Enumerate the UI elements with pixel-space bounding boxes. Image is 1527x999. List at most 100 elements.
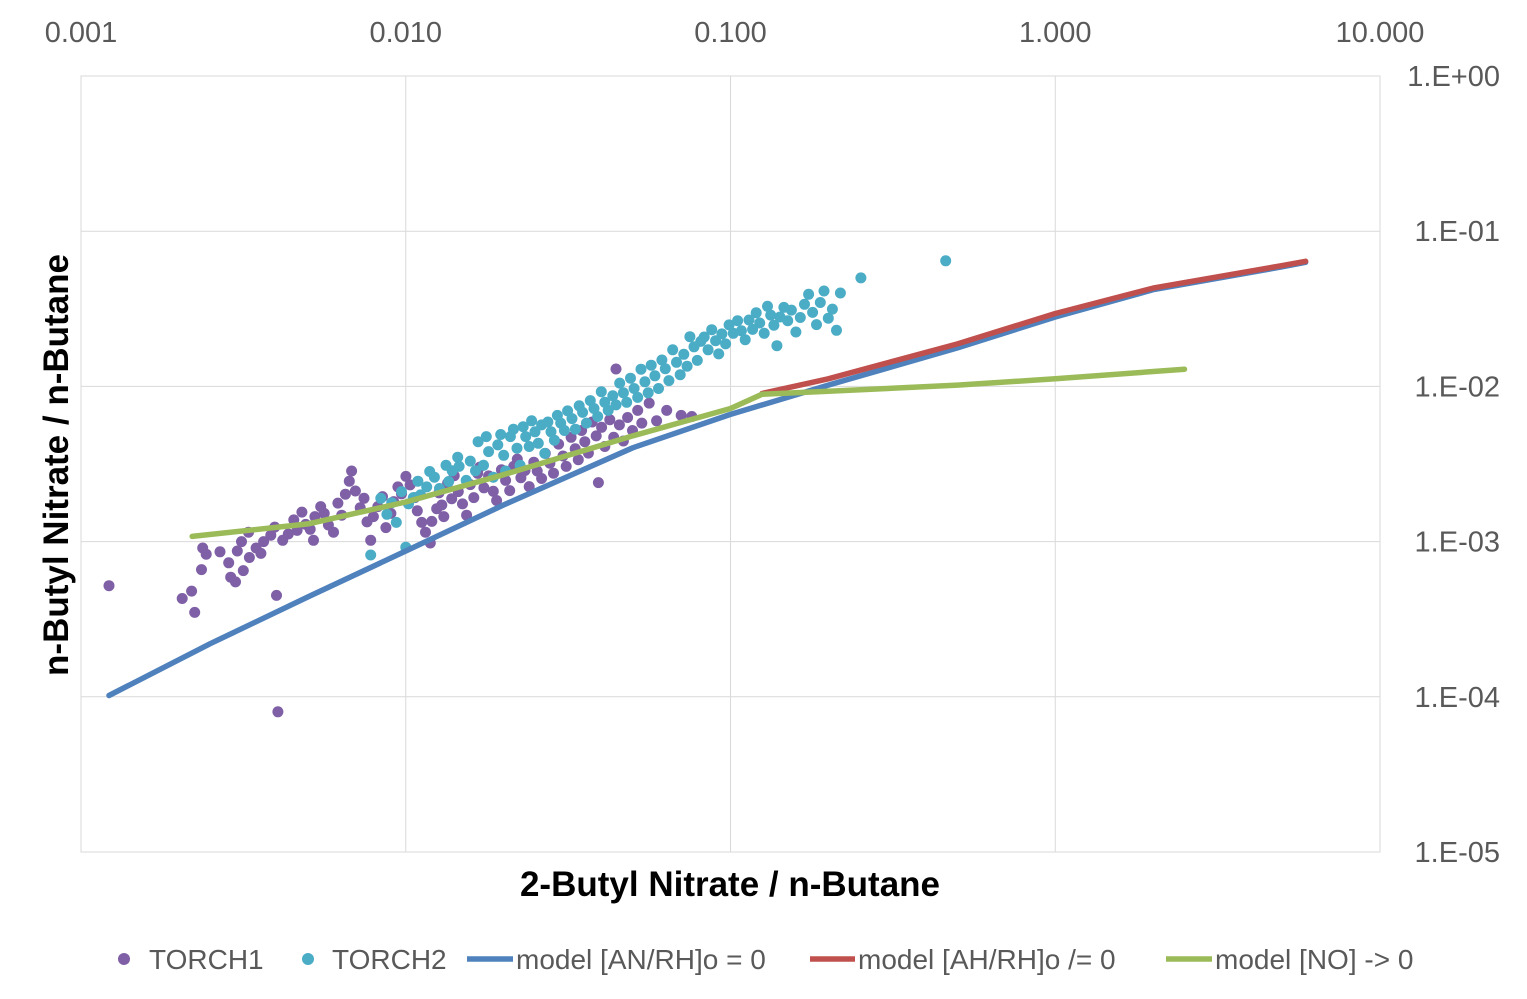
x-tick-label: 0.001 [45,17,118,49]
data-point [230,576,241,588]
gridlines [80,75,1381,853]
data-point [572,454,584,466]
data-point [659,363,671,375]
data-point [632,391,644,403]
data-point [758,327,770,339]
data-point [453,460,465,472]
data-point [548,467,559,479]
data-point [282,528,294,540]
data-point [790,326,802,338]
data-point [684,331,696,343]
data-point [231,545,243,557]
data-point [622,412,634,423]
data-point [517,421,529,433]
data-point [826,303,838,315]
data-point [436,499,448,511]
data-point [308,534,319,546]
data-point [674,369,686,381]
data-point [855,272,867,284]
data-point [645,359,657,371]
data-point [511,442,523,454]
data-point [675,409,687,421]
y-axis-title: n-Butyl Nitrate / n-Butane [37,254,76,676]
data-point [349,485,361,497]
data-point [529,426,541,438]
data-point [643,397,655,409]
x-tick-label: 1.000 [1019,17,1092,49]
data-point [750,307,762,319]
data-point [478,482,490,494]
data-point [492,439,504,451]
data-point [380,522,392,534]
data-point [739,334,751,346]
data-point [483,446,495,458]
data-point [678,348,690,360]
data-point [636,417,648,429]
y-tick-label: 1.E+00 [1407,61,1500,93]
data-point [592,477,604,489]
data-point [834,287,846,299]
data-point [649,370,661,382]
data-point [592,411,604,422]
data-point [720,338,732,350]
data-point [595,386,607,398]
series-line [189,366,1188,540]
data-point [713,348,725,360]
data-point [785,304,797,316]
data-point [691,354,703,366]
data-point [610,399,622,411]
data-point [396,486,407,498]
data-point [807,306,819,318]
data-point [478,459,489,471]
data-point [803,288,815,300]
data-point [794,312,806,323]
data-point [822,312,834,324]
data-point [491,495,503,506]
data-point [545,426,557,438]
data-point [358,492,370,504]
data-point [569,423,581,435]
data-point [504,485,516,497]
data-point [579,436,591,448]
x-tick-labels: 0.001 0.010 0.100 1.000 10.000 [45,17,1425,49]
data-point [663,375,675,387]
data-point [698,331,710,343]
data-point [507,423,519,435]
y-tick-label: 1.E-03 [1415,527,1500,559]
data-point [438,511,450,523]
data-point [607,390,619,402]
data-point [642,387,654,399]
data-point [411,505,423,517]
data-point [762,300,773,312]
data-point [258,536,270,548]
data-point [765,309,777,321]
data-point [617,387,629,399]
y-tick-label: 1.E-02 [1415,371,1500,403]
data-point [743,314,755,326]
data-point [565,431,577,443]
data-point [560,460,572,472]
data-point [446,493,458,505]
data-point [625,372,636,384]
legend-label: model [AH/RH]o /= 0 [858,944,1116,975]
data-point [236,536,247,548]
data-point [472,436,484,448]
data-point [656,354,668,366]
data-point [520,431,532,443]
data-point [831,324,842,336]
data-point [468,492,480,504]
data-point [420,526,431,538]
data-point [610,363,622,375]
data-point [332,497,344,509]
data-point [214,546,226,558]
data-point [523,481,535,493]
x-tick-label: 10.000 [1336,17,1425,49]
legend-label: TORCH1 [149,944,264,975]
data-point [390,516,402,528]
data-point [580,417,592,429]
data-point [495,429,507,440]
data-point [602,404,614,416]
data-point [632,404,644,416]
y-tick-label: 1.E-01 [1415,216,1500,248]
legend-marker [118,953,130,965]
